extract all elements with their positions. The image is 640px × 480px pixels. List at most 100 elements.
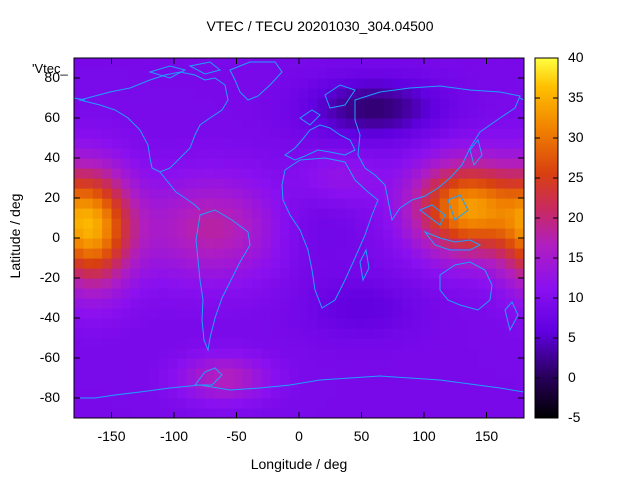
heatmap-cell <box>242 218 253 229</box>
heatmap-cell <box>439 198 450 209</box>
heatmap-cell <box>392 258 403 269</box>
heatmap-cell <box>130 168 141 179</box>
heatmap-cell <box>514 198 524 209</box>
heatmap-cell <box>327 208 338 219</box>
heatmap-cell <box>102 208 113 219</box>
heatmap-cell <box>383 228 394 239</box>
heatmap-cell <box>327 358 338 369</box>
heatmap-cell <box>233 118 244 129</box>
heatmap-cell <box>327 248 338 259</box>
heatmap-cell <box>167 318 178 329</box>
heatmap-cell <box>420 108 431 119</box>
heatmap-cell <box>242 108 253 119</box>
heatmap-cell <box>195 148 206 159</box>
heatmap-cell <box>402 318 413 329</box>
heatmap-cell <box>467 188 478 199</box>
heatmap-cell <box>74 238 84 249</box>
heatmap-cell <box>233 248 244 259</box>
heatmap-cell <box>158 248 169 259</box>
heatmap-cell <box>364 78 375 89</box>
heatmap-cell <box>299 128 309 139</box>
heatmap-cell <box>280 78 291 89</box>
heatmap-cell <box>486 198 497 209</box>
heatmap-cell <box>214 68 225 79</box>
heatmap-cell <box>261 388 272 399</box>
heatmap-cell <box>486 138 497 149</box>
heatmap-cell <box>336 88 347 99</box>
heatmap-cell <box>486 178 497 189</box>
heatmap-cell <box>224 258 234 269</box>
heatmap-cell <box>158 238 169 249</box>
heatmap-cell <box>336 278 347 289</box>
heatmap-cell <box>383 348 394 359</box>
heatmap-cell <box>92 228 103 239</box>
heatmap-cell <box>139 148 150 159</box>
heatmap-cell <box>514 98 524 109</box>
heatmap-cell <box>495 68 506 79</box>
heatmap-cell <box>120 78 131 89</box>
heatmap-cell <box>383 358 394 369</box>
heatmap-cell <box>205 338 216 349</box>
heatmap-cell <box>167 408 178 418</box>
heatmap-cell <box>177 148 188 159</box>
heatmap-cell <box>120 298 131 309</box>
heatmap-cell <box>233 288 244 299</box>
heatmap-cell <box>289 388 300 399</box>
heatmap-cell <box>505 348 516 359</box>
heatmap-cell <box>458 348 469 359</box>
heatmap-cell <box>167 168 178 179</box>
heatmap-cell <box>402 138 413 149</box>
heatmap-cell <box>233 58 244 69</box>
heatmap-cell <box>420 138 431 149</box>
heatmap-cell <box>186 58 197 69</box>
heatmap-cell <box>449 268 459 279</box>
heatmap-cell <box>420 388 431 399</box>
heatmap-cell <box>92 308 103 319</box>
heatmap-cell <box>139 278 150 289</box>
heatmap-cell <box>495 268 506 279</box>
heatmap-cell <box>111 58 122 69</box>
heatmap-cell <box>205 358 216 369</box>
heatmap-cell <box>392 68 403 79</box>
heatmap-cell <box>439 108 450 119</box>
heatmap-cell <box>420 168 431 179</box>
heatmap-cell <box>158 118 169 129</box>
heatmap-cell <box>364 318 375 329</box>
heatmap-cell <box>289 168 300 179</box>
heatmap-cell <box>214 128 225 139</box>
heatmap-cell <box>458 118 469 129</box>
heatmap-cell <box>495 398 506 409</box>
heatmap-cell <box>355 208 366 219</box>
heatmap-cell <box>299 218 309 229</box>
heatmap-cell <box>308 208 319 219</box>
heatmap-cell <box>327 268 338 279</box>
heatmap-cell <box>102 178 113 189</box>
heatmap-cell <box>345 258 356 269</box>
heatmap-cell <box>167 398 178 409</box>
heatmap-cell <box>355 158 366 169</box>
heatmap-cell <box>149 338 159 349</box>
heatmap-cell <box>83 328 94 339</box>
heatmap-cell <box>177 168 188 179</box>
heatmap-cell <box>102 68 113 79</box>
heatmap-cell <box>449 368 459 379</box>
heatmap-cell <box>102 98 113 109</box>
heatmap-cell <box>139 178 150 189</box>
heatmap-cell <box>177 388 188 399</box>
heatmap-cell <box>270 88 281 99</box>
heatmap-cell <box>233 298 244 309</box>
heatmap-cell <box>345 348 356 359</box>
heatmap-cell <box>495 128 506 139</box>
heatmap-cell <box>242 388 253 399</box>
heatmap-cell <box>149 228 159 239</box>
heatmap-cell <box>74 298 84 309</box>
heatmap-cell <box>402 218 413 229</box>
heatmap-cell <box>495 58 506 69</box>
heatmap-cell <box>111 228 122 239</box>
heatmap-cell <box>149 408 159 418</box>
heatmap-cell <box>486 168 497 179</box>
heatmap-cell <box>74 178 84 189</box>
heatmap-cell <box>495 178 506 189</box>
heatmap-cell <box>355 298 366 309</box>
